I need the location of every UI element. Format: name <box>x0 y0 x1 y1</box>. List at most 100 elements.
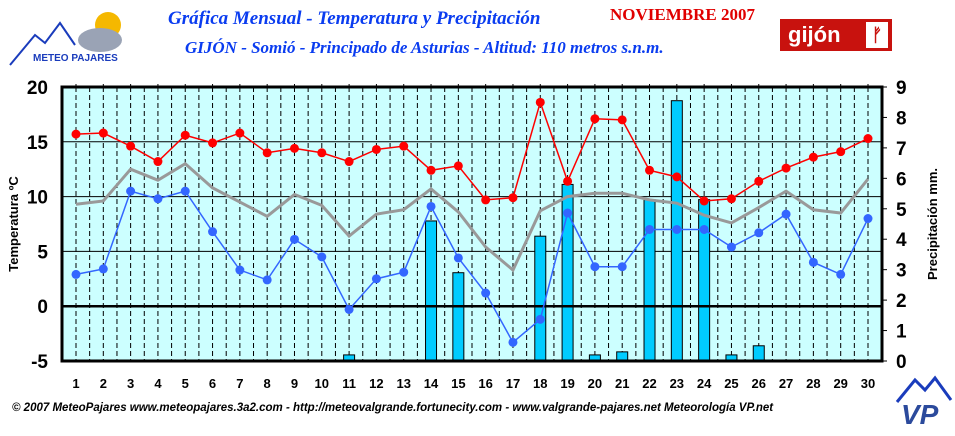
logo-text: METEO PAJARES <box>33 53 118 64</box>
x-tick-label: 19 <box>560 376 574 391</box>
point-min <box>453 253 463 263</box>
point-min <box>235 265 245 275</box>
point-max <box>126 141 136 151</box>
svg-text:VP: VP <box>901 399 939 430</box>
month-label: NOVIEMBRE 2007 <box>610 5 755 24</box>
precipitation-bar <box>534 235 547 362</box>
y-tick-label: 0 <box>37 297 48 318</box>
x-tick-label: 13 <box>396 376 410 391</box>
point-min <box>208 227 218 237</box>
point-min <box>617 262 627 272</box>
x-tick-label: 8 <box>264 376 271 391</box>
x-tick-label: 10 <box>315 376 329 391</box>
meteopajares-logo: METEO PAJARES <box>5 5 130 80</box>
point-min <box>371 274 381 284</box>
y2-tick-label: 4 <box>896 230 907 251</box>
point-min <box>836 269 846 279</box>
point-min <box>71 269 81 279</box>
point-max <box>726 194 736 204</box>
mountain-sun-icon <box>9 12 122 66</box>
precipitation-bar <box>643 199 656 362</box>
point-min <box>781 209 791 219</box>
chart-subtitle: GIJÓN - Somió - Principado de Asturias -… <box>185 38 664 57</box>
point-max <box>699 196 709 206</box>
point-max <box>344 157 354 167</box>
point-max <box>289 143 299 153</box>
point-max <box>808 152 818 162</box>
x-tick-label: 22 <box>642 376 656 391</box>
y2-tick-label: 0 <box>896 352 907 373</box>
chart-title: Gráfica Mensual - Temperatura y Precipit… <box>168 8 541 29</box>
point-max <box>317 148 327 158</box>
x-tick-label: 17 <box>506 376 520 391</box>
point-min <box>317 252 327 262</box>
x-tick-label: 12 <box>369 376 383 391</box>
y-tick-label: 20 <box>27 78 48 99</box>
point-max <box>781 163 791 173</box>
point-max <box>645 165 655 175</box>
x-tick-label: 24 <box>697 376 712 391</box>
x-tick-label: 26 <box>752 376 766 391</box>
point-max <box>208 138 218 148</box>
x-tick-label: 30 <box>861 376 875 391</box>
point-max <box>508 193 518 203</box>
point-max <box>71 129 81 139</box>
point-min <box>754 228 764 238</box>
x-tick-label: 1 <box>72 376 79 391</box>
y2-tick-label: 6 <box>896 169 907 190</box>
x-tick-label: 29 <box>833 376 847 391</box>
point-max <box>235 128 245 138</box>
x-tick-label: 11 <box>342 376 356 391</box>
point-min <box>98 264 108 274</box>
x-tick-label: 15 <box>451 376 465 391</box>
point-max <box>535 97 545 107</box>
point-max <box>262 148 272 158</box>
point-max <box>863 134 873 144</box>
point-max <box>98 128 108 138</box>
point-min <box>672 224 682 234</box>
x-tick-label: 20 <box>588 376 602 391</box>
point-min <box>344 304 354 314</box>
y2-tick-label: 1 <box>896 322 907 343</box>
series-line-min <box>75 190 869 344</box>
point-min <box>262 275 272 285</box>
x-tick-label: 21 <box>615 376 629 391</box>
point-min <box>808 257 818 267</box>
point-max <box>371 144 381 154</box>
x-tick-label: 7 <box>236 376 243 391</box>
x-tick-label: 28 <box>806 376 820 391</box>
point-max <box>563 176 573 186</box>
x-tick-label: 4 <box>154 376 162 391</box>
y2-tick-label: 3 <box>896 261 907 282</box>
point-min <box>481 288 491 298</box>
y2-tick-label: 7 <box>896 139 907 160</box>
series-line-max <box>75 99 869 202</box>
gijon-mark-icon: ᚠ <box>866 22 888 48</box>
x-tick-label: 27 <box>779 376 793 391</box>
y-tick-label: 10 <box>27 188 48 209</box>
point-min <box>508 337 518 347</box>
point-min <box>289 234 299 244</box>
x-tick-label: 9 <box>291 376 298 391</box>
point-max <box>180 130 190 140</box>
series-line-mean <box>75 161 870 273</box>
y-tick-label: 5 <box>37 242 48 263</box>
point-min <box>180 186 190 196</box>
point-min <box>126 186 136 196</box>
x-tick-label: 5 <box>182 376 189 391</box>
x-tick-label: 2 <box>100 376 107 391</box>
point-max <box>590 114 600 124</box>
y2-tick-label: 8 <box>896 108 907 129</box>
x-tick-label: 3 <box>127 376 134 391</box>
point-max <box>399 141 409 151</box>
point-min <box>645 224 655 234</box>
point-max <box>836 147 846 157</box>
y-tick-label: 15 <box>27 133 49 154</box>
y-tick-label: -5 <box>31 352 48 373</box>
y2-axis-label: Precipitación mm. <box>925 168 940 280</box>
x-tick-label: 16 <box>478 376 492 391</box>
point-min <box>153 194 163 204</box>
x-tick-label: 14 <box>424 376 439 391</box>
